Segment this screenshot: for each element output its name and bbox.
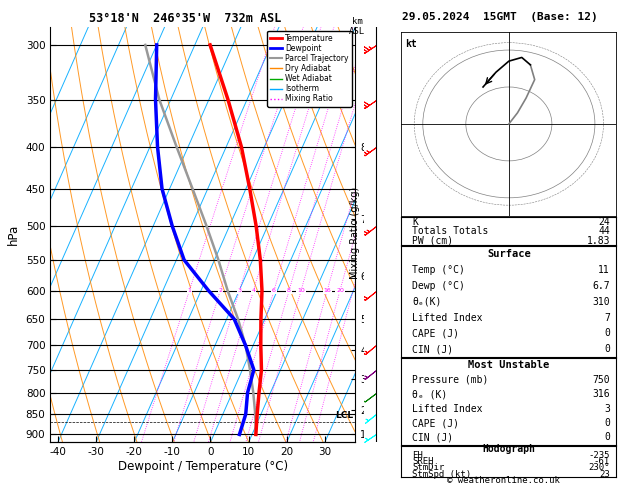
Text: Lifted Index: Lifted Index [412,404,482,414]
Text: 3: 3 [237,288,242,293]
Text: Most Unstable: Most Unstable [468,361,550,370]
Text: 310: 310 [593,297,610,307]
Text: 24: 24 [598,217,610,227]
Text: 0: 0 [604,329,610,338]
Text: Lifted Index: Lifted Index [412,312,482,323]
Text: kt: kt [406,39,418,49]
Text: 6: 6 [272,288,276,293]
Text: 29.05.2024  15GMT  (Base: 12): 29.05.2024 15GMT (Base: 12) [402,12,598,22]
Text: 2: 2 [218,288,222,293]
X-axis label: Dewpoint / Temperature (°C): Dewpoint / Temperature (°C) [118,460,288,473]
Text: © weatheronline.co.uk: © weatheronline.co.uk [447,475,560,485]
Text: StmDir: StmDir [412,463,444,472]
Text: 20: 20 [336,288,344,293]
Text: Hodograph: Hodograph [482,444,535,454]
Text: EH: EH [412,451,423,460]
Text: km
ASL: km ASL [349,17,365,36]
Text: -61: -61 [594,457,610,466]
Text: CAPE (J): CAPE (J) [412,329,459,338]
Text: θₑ (K): θₑ (K) [412,389,447,399]
Text: 230°: 230° [589,463,610,472]
Text: LCL: LCL [335,411,353,420]
Text: -235: -235 [589,451,610,460]
Text: 0: 0 [604,344,610,354]
Text: Pressure (mb): Pressure (mb) [412,375,489,385]
Text: 0: 0 [604,418,610,428]
Text: 23: 23 [599,469,610,479]
Text: 16: 16 [323,288,331,293]
Text: 0: 0 [604,433,610,442]
Legend: Temperature, Dewpoint, Parcel Trajectory, Dry Adiabat, Wet Adiabat, Isotherm, Mi: Temperature, Dewpoint, Parcel Trajectory… [267,31,352,106]
Text: 750: 750 [593,375,610,385]
Text: 3: 3 [604,404,610,414]
Text: 11: 11 [598,265,610,275]
Text: 1.83: 1.83 [586,236,610,246]
Text: 6.7: 6.7 [593,281,610,291]
Text: CAPE (J): CAPE (J) [412,418,459,428]
Text: θₑ(K): θₑ(K) [412,297,442,307]
Text: 10: 10 [297,288,305,293]
Text: 53°18'N  246°35'W  732m ASL: 53°18'N 246°35'W 732m ASL [89,12,282,25]
Text: 1: 1 [187,288,191,293]
Text: Dewp (°C): Dewp (°C) [412,281,465,291]
Text: PW (cm): PW (cm) [412,236,453,246]
Text: 316: 316 [593,389,610,399]
Text: SREH: SREH [412,457,433,466]
Text: 7: 7 [604,312,610,323]
Text: K: K [412,217,418,227]
Text: Temp (°C): Temp (°C) [412,265,465,275]
Text: CIN (J): CIN (J) [412,433,453,442]
Text: Surface: Surface [487,249,531,260]
Text: StmSpd (kt): StmSpd (kt) [412,469,471,479]
Text: 8: 8 [287,288,291,293]
Text: Mixing Ratio (g/kg): Mixing Ratio (g/kg) [350,187,360,279]
Text: 44: 44 [598,226,610,236]
Text: CIN (J): CIN (J) [412,344,453,354]
Text: Totals Totals: Totals Totals [412,226,489,236]
Text: 4: 4 [252,288,255,293]
Y-axis label: hPa: hPa [7,224,20,245]
